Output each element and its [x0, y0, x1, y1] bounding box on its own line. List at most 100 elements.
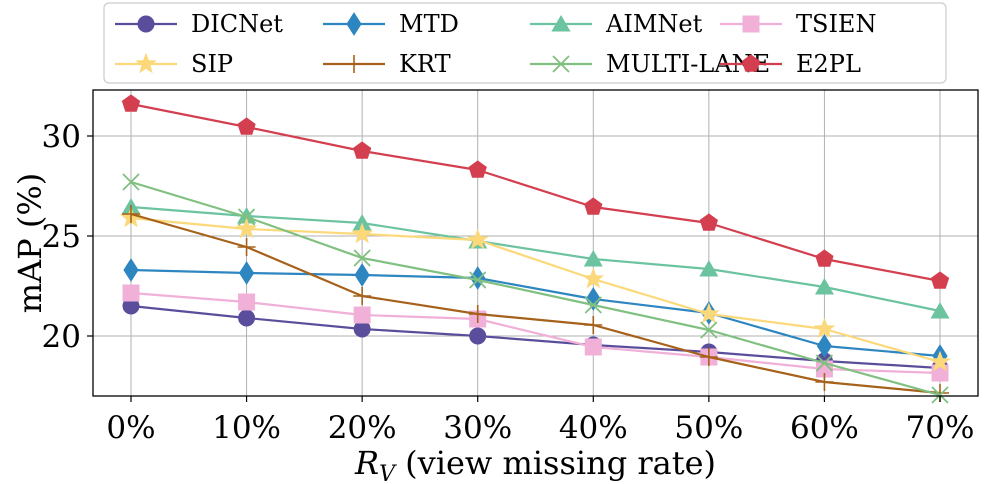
legend-marker [552, 55, 570, 73]
legend-label: TSIEN [796, 10, 876, 38]
x-axis-rest: (view missing rate) [395, 444, 716, 482]
legend-entry: E2PL [720, 50, 861, 78]
x-tick-label: 70% [906, 410, 975, 446]
series-e2pl [121, 94, 950, 289]
data-point [235, 217, 258, 239]
data-point [930, 271, 950, 289]
legend-marker [135, 52, 157, 74]
data-point [123, 258, 139, 282]
data-point [354, 263, 370, 287]
data-point [468, 305, 487, 323]
data-point [238, 309, 256, 327]
data-point [929, 350, 951, 372]
grid-layer [93, 90, 978, 396]
data-point [469, 271, 487, 289]
x-tick-label: 50% [674, 410, 743, 446]
data-point [815, 249, 834, 267]
data-point [697, 302, 720, 324]
x-tick-label: 40% [559, 410, 628, 446]
legend-entry: SIP [115, 50, 233, 78]
series-line [130, 212, 941, 395]
data-point [353, 287, 372, 305]
series-line [130, 291, 941, 375]
data-point [816, 334, 832, 358]
legend-entry: DICNet [115, 10, 283, 38]
data-point [353, 306, 371, 324]
x-tick-label: 20% [328, 410, 397, 446]
legend-label: E2PL [796, 50, 861, 78]
series-line [130, 180, 941, 397]
legend-marker [741, 54, 761, 72]
legend-label: AIMNet [605, 10, 703, 38]
data-point [583, 249, 603, 267]
x-tick-label: 30% [443, 410, 512, 446]
data-point [699, 348, 718, 366]
legend-label: KRT [399, 50, 451, 78]
data-point [584, 338, 602, 356]
legend-entry: TSIEN [720, 10, 876, 38]
y-axis-title: mAP (%) [11, 173, 49, 314]
y-tick-label: 25 [42, 219, 81, 255]
series-line [130, 304, 941, 370]
y-tick-label: 20 [42, 319, 81, 355]
x-tick-label: 10% [212, 410, 281, 446]
data-point [468, 160, 487, 178]
data-point [699, 213, 718, 231]
plot-frame [92, 89, 979, 397]
data-point [469, 327, 487, 345]
legend-label: DICNet [191, 10, 283, 38]
series-line [130, 205, 941, 313]
legend-marker [551, 15, 571, 32]
data-point [122, 205, 140, 223]
x-tick-label: 0% [106, 410, 155, 446]
data-point [466, 228, 489, 250]
series-aimnet [121, 198, 950, 319]
x-tick-label: 60% [790, 410, 859, 446]
x-tick-labels: 0% 10% 20% 30% 40% 50% 60% 70% [106, 396, 974, 446]
data-point [238, 293, 256, 311]
series-krt [122, 205, 949, 402]
y-tick-labels: 20 25 30 [42, 119, 93, 355]
legend-marker [345, 55, 363, 73]
data-point [237, 208, 256, 226]
legend-label: MTD [399, 10, 459, 38]
series-sip [120, 206, 951, 372]
x-axis-title: RV (view missing rate) [354, 444, 716, 484]
data-point [582, 267, 605, 289]
legend-entry: AIMNet [530, 10, 703, 38]
data-point [121, 94, 141, 112]
legend-marker [137, 15, 155, 33]
data-point [815, 354, 834, 372]
x-axis-subscript: V [379, 462, 397, 484]
series-line [130, 216, 941, 364]
data-point [122, 284, 140, 302]
series-layer [120, 94, 951, 404]
legend-marker [346, 12, 362, 36]
data-point [584, 197, 603, 215]
data-point [239, 261, 255, 285]
data-point [353, 249, 371, 267]
data-point [351, 222, 374, 244]
series-line [130, 268, 941, 358]
legend-marker [742, 15, 760, 33]
x-axis-symbol: R [354, 444, 379, 482]
data-point [237, 238, 256, 256]
series-line [130, 102, 941, 283]
data-point [931, 386, 949, 404]
series-multi-lane [122, 173, 949, 404]
data-point [930, 302, 950, 319]
data-point [584, 316, 603, 334]
data-point [815, 373, 834, 391]
data-point [814, 277, 834, 295]
data-point [699, 259, 719, 277]
data-point [813, 317, 836, 339]
data-point [584, 296, 602, 314]
legend-entry: KRT [323, 50, 451, 78]
data-point [700, 321, 718, 339]
legend-label: SIP [191, 50, 233, 78]
data-point [353, 141, 372, 159]
data-point [122, 173, 140, 191]
y-tick-label: 30 [42, 119, 81, 155]
